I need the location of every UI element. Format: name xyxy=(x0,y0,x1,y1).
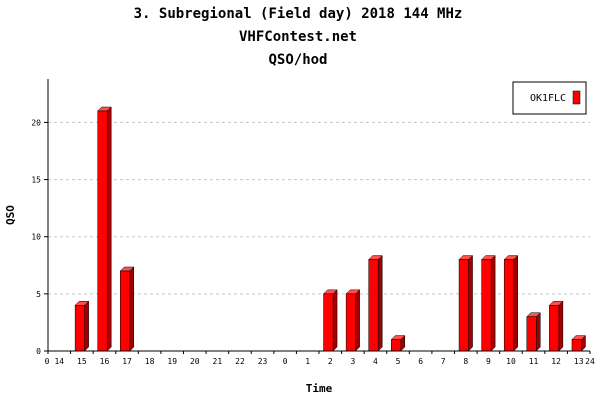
bar-front xyxy=(571,339,582,352)
bar-side xyxy=(355,289,360,352)
legend: OK1FLC xyxy=(512,81,587,115)
x-tick-label: 21 xyxy=(213,357,223,366)
bar xyxy=(503,254,519,352)
bar-front xyxy=(345,293,356,352)
x-axis-start-label: 0 xyxy=(45,357,50,366)
bar-front xyxy=(549,305,560,352)
y-tick-label: 10 xyxy=(31,233,41,242)
bar-front xyxy=(458,259,469,352)
bar-front xyxy=(391,339,402,352)
bar-front xyxy=(526,316,537,352)
x-tick-label: 16 xyxy=(100,357,110,366)
x-tick-label: 20 xyxy=(190,357,200,366)
x-tick-label: 18 xyxy=(145,357,155,366)
x-tick-label: 7 xyxy=(441,357,446,366)
x-axis-ticks: 14 15 16 17 18 19 20 21 22 23 0 1 2 3 4 5 6 7 8 9 10 11 12 13 xyxy=(47,351,591,366)
bar-front xyxy=(74,305,85,352)
bar-side xyxy=(468,254,473,352)
x-tick-label: 23 xyxy=(258,357,268,366)
bar xyxy=(548,300,564,352)
chart-title: 3. Subregional (Field day) 2018 144 MHz xyxy=(134,6,463,22)
x-axis-end-label: 24 xyxy=(585,357,595,366)
y-tick-label: 5 xyxy=(36,290,41,299)
bar xyxy=(526,312,541,352)
x-tick-label: 15 xyxy=(77,357,87,366)
bar xyxy=(368,254,383,352)
legend-swatch xyxy=(572,90,581,105)
x-tick-label: 5 xyxy=(396,357,401,366)
bar-side xyxy=(490,254,496,352)
y-tick-label: 0 xyxy=(36,347,41,356)
legend-series-label: OK1FLC xyxy=(530,93,566,104)
x-tick-label: 13 xyxy=(574,357,584,366)
gridlines xyxy=(48,121,590,295)
bar xyxy=(97,106,112,352)
chart-subtitle-unit: QSO/hod xyxy=(268,52,327,68)
bar-front xyxy=(503,259,514,352)
x-tick-label: 8 xyxy=(463,357,468,366)
x-tick-label: 0 xyxy=(283,357,288,366)
x-axis-title: Time xyxy=(306,382,333,395)
x-tick-label: 3 xyxy=(350,357,355,366)
x-tick-label: 6 xyxy=(418,357,423,366)
x-tick-label: 22 xyxy=(235,357,245,366)
bar xyxy=(322,289,338,352)
bar xyxy=(571,334,587,352)
bar-side xyxy=(332,289,338,352)
bar-side xyxy=(129,266,135,352)
bar-side xyxy=(558,300,564,352)
x-tick-label: 14 xyxy=(54,357,64,366)
bar-front xyxy=(97,110,108,352)
x-tick-label: 10 xyxy=(506,357,516,366)
bar-side xyxy=(84,300,89,352)
bar-front xyxy=(481,259,492,352)
bar-front xyxy=(368,259,379,352)
bar-front xyxy=(120,270,131,352)
x-tick-label: 12 xyxy=(551,357,561,366)
bar-front xyxy=(323,293,334,352)
bar xyxy=(74,300,90,352)
bar xyxy=(481,254,496,352)
x-tick-label: 9 xyxy=(486,357,491,366)
x-tick-label: 2 xyxy=(328,357,333,366)
bar xyxy=(458,254,474,352)
bar xyxy=(119,266,135,352)
bar-side xyxy=(106,106,112,352)
bars xyxy=(74,106,587,352)
bar-side xyxy=(513,254,518,352)
y-axis-title: QSO xyxy=(4,205,17,225)
x-tick-label: 4 xyxy=(373,357,378,366)
y-tick-label: 20 xyxy=(31,118,41,127)
x-tick-label: 17 xyxy=(122,357,132,366)
y-tick-label: 15 xyxy=(31,176,41,185)
bar xyxy=(345,289,361,352)
x-tick-label: 1 xyxy=(305,357,310,366)
x-tick-label: 11 xyxy=(529,357,539,366)
x-tick-label: 19 xyxy=(167,357,177,366)
bar-side xyxy=(377,254,383,352)
y-axis-ticks: 0 5 10 15 20 xyxy=(31,118,48,356)
bar-side xyxy=(536,312,541,352)
bar xyxy=(390,334,406,352)
chart-subtitle-site: VHFContest.net xyxy=(239,29,357,45)
